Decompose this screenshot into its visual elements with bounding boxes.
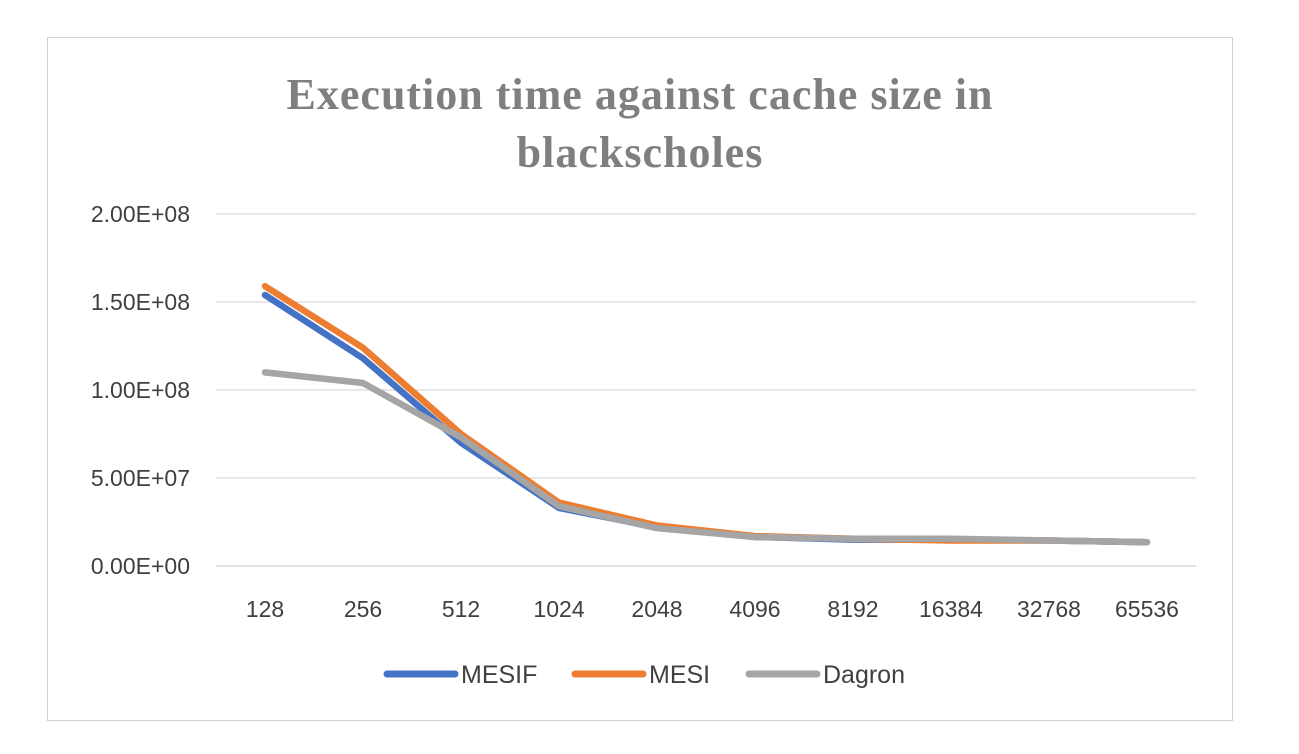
legend-label-mesi: MESI xyxy=(649,661,710,689)
x-tick-label: 32768 xyxy=(1017,596,1081,622)
chart-frame xyxy=(47,37,1233,721)
x-tick-label: 1024 xyxy=(533,596,584,622)
y-axis-tick-labels: 0.00E+00 5.00E+07 1.00E+08 1.50E+08 2.00E+08 xyxy=(91,201,190,579)
x-tick-label: 128 xyxy=(246,596,284,622)
x-tick-label: 16384 xyxy=(919,596,983,622)
x-axis-tick-labels: 128 256 512 1024 2048 4096 8192 16384 32768 65536 xyxy=(246,596,1179,622)
chart-title: Execution time against cache size in bla… xyxy=(47,66,1233,182)
y-tick-label: 2.00E+08 xyxy=(91,201,190,227)
chart-title-line-2: blackscholes xyxy=(516,128,764,177)
series-layer xyxy=(261,282,1151,546)
y-tick-label: 1.50E+08 xyxy=(91,289,190,315)
legend-label-mesif: MESIF xyxy=(461,661,537,689)
series-line-mesif xyxy=(261,291,1151,546)
legend-label-dagron: Dagron xyxy=(823,661,905,689)
x-tick-label: 512 xyxy=(442,596,480,622)
y-tick-label: 5.00E+07 xyxy=(91,465,190,491)
x-tick-label: 65536 xyxy=(1115,596,1179,622)
series-line-mesi xyxy=(261,282,1151,546)
series-line-dagron xyxy=(261,369,1151,546)
grid-layer xyxy=(216,213,1196,567)
x-tick-label: 256 xyxy=(344,596,382,622)
y-tick-label: 0.00E+00 xyxy=(91,553,190,579)
x-tick-label: 4096 xyxy=(729,596,780,622)
x-tick-label: 2048 xyxy=(631,596,682,622)
y-tick-label: 1.00E+08 xyxy=(91,377,190,403)
legend: MESIF MESI Dagron xyxy=(383,661,905,689)
x-tick-label: 8192 xyxy=(827,596,878,622)
chart-title-line-1: Execution time against cache size in xyxy=(286,70,994,119)
